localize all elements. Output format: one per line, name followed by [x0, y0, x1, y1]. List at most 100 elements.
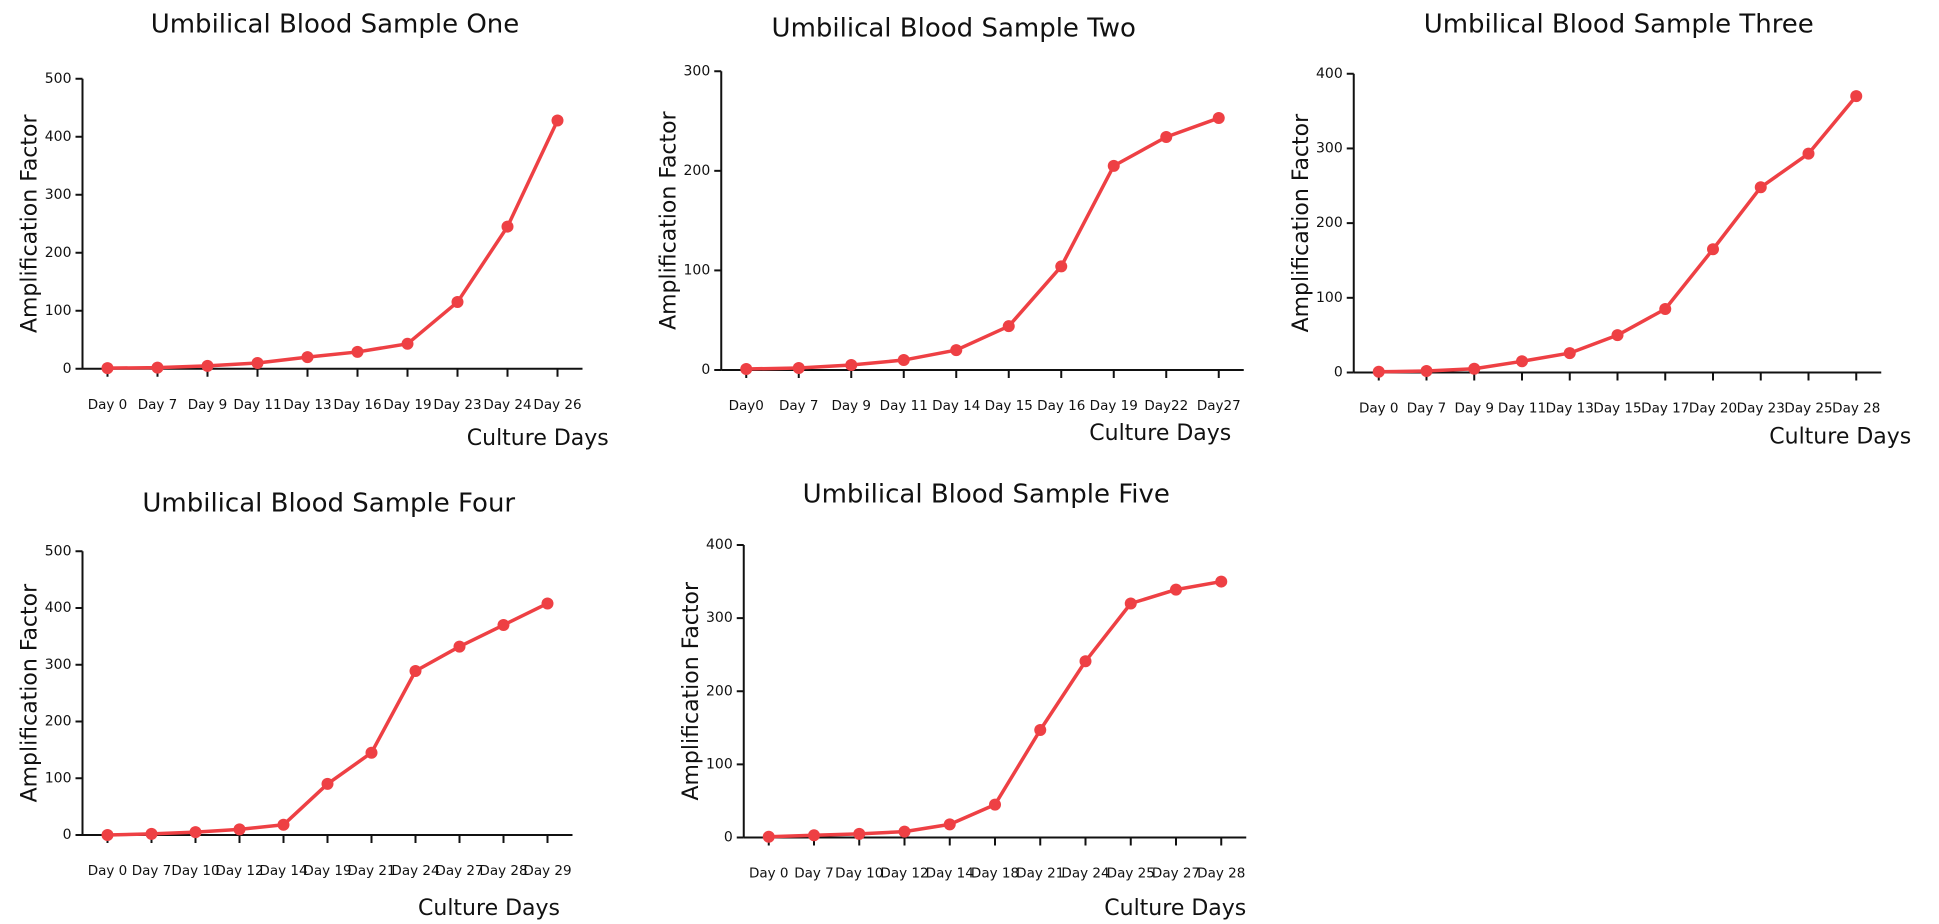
y-axis-label: Amplification Factor [679, 581, 704, 801]
x-tick-label: Day 15 [1593, 401, 1641, 417]
y-tick-label: 400 [706, 537, 733, 553]
data-point [1707, 243, 1719, 256]
data-point [740, 363, 753, 376]
y-tick-label: 100 [684, 262, 711, 278]
y-tick-label: 300 [684, 63, 711, 79]
x-tick-label: Day 9 [1454, 401, 1494, 417]
y-tick-label: 400 [45, 129, 72, 145]
data-point [792, 362, 805, 375]
y-tick-label: 100 [1316, 290, 1343, 306]
x-tick-label: Day 28 [1832, 401, 1880, 417]
y-tick-label: 100 [706, 756, 733, 772]
x-tick-label: Day 26 [533, 397, 581, 413]
series-line [107, 119, 560, 370]
x-tick-label: Day 11 [880, 398, 928, 414]
data-point [1372, 365, 1385, 378]
data-point [1212, 112, 1225, 125]
x-tick-label: Day 14 [259, 863, 307, 879]
data-point [497, 619, 510, 632]
y-tick-label: 0 [63, 361, 72, 377]
x-tick-label: Day 19 [1090, 398, 1138, 414]
x-tick-label: Day 25 [1107, 866, 1155, 882]
series-line [746, 116, 1220, 371]
data-point [351, 345, 364, 358]
x-tick-label: Day 23 [1737, 401, 1785, 417]
x-tick-label: Day 13 [283, 397, 331, 413]
y-tick-label: 200 [45, 245, 72, 261]
data-point [101, 829, 114, 841]
chart-title: Umbilical Blood Sample Five [803, 480, 1170, 510]
data-point [1802, 147, 1815, 160]
x-tick-label: Day 21 [1016, 866, 1064, 882]
data-point [1215, 575, 1228, 588]
data-point [950, 344, 963, 357]
data-point [501, 220, 514, 233]
data-point [1055, 260, 1068, 273]
x-tick-label: Day 27 [1152, 866, 1200, 882]
x-tick-label: Day 21 [347, 863, 395, 879]
y-tick-label: 300 [45, 187, 72, 203]
data-point [365, 746, 378, 759]
x-tick-label: Day 12 [880, 866, 928, 882]
x-tick-label: Day 9 [831, 398, 871, 414]
y-tick-label: 300 [706, 610, 733, 626]
data-point [1563, 347, 1576, 360]
data-point [943, 818, 956, 831]
y-tick-label: 500 [45, 71, 72, 87]
y-axis-label: Amplification Factor [18, 114, 43, 334]
x-tick-label: Day 24 [483, 397, 531, 413]
y-axis-label: Amplification Factor [656, 110, 681, 330]
y-tick-label: 0 [63, 827, 72, 843]
x-axis-label: Culture Days [418, 896, 560, 921]
data-point [541, 597, 554, 610]
y-tick-label: 200 [706, 683, 733, 699]
data-point [989, 798, 1001, 811]
x-tick-label: Day 7 [779, 398, 819, 414]
data-point [551, 114, 564, 127]
x-tick-label: Day 11 [1498, 401, 1546, 417]
x-tick-label: Day 10 [171, 863, 219, 879]
data-point [277, 818, 290, 831]
x-tick-label: Day 19 [383, 397, 431, 413]
data-point [1124, 597, 1137, 610]
y-tick-label: 100 [45, 303, 72, 319]
y-tick-label: 200 [684, 163, 711, 179]
x-tick-label: Day 19 [303, 863, 351, 879]
y-tick-label: 400 [45, 600, 72, 616]
data-point [1611, 329, 1624, 342]
x-tick-label: Day 24 [391, 863, 439, 879]
data-point [808, 829, 820, 842]
x-tick-label: Day 20 [1689, 401, 1737, 417]
x-tick-label: Day 7 [138, 397, 178, 413]
series-line [768, 579, 1222, 839]
x-tick-label: Day 12 [215, 863, 263, 879]
data-point [145, 827, 158, 840]
x-tick-label: Day 14 [926, 866, 974, 882]
data-point [897, 354, 910, 367]
data-point [845, 359, 858, 372]
data-point [1160, 130, 1173, 143]
x-tick-label: Day 13 [1546, 401, 1594, 417]
data-point [201, 359, 214, 372]
y-tick-label: 0 [701, 362, 710, 378]
chart-title: Umbilical Blood Sample Three [1424, 10, 1814, 40]
data-point [409, 664, 422, 677]
x-tick-label: Day 7 [794, 866, 834, 882]
data-point [1034, 724, 1047, 737]
x-tick-label: Day 0 [88, 863, 128, 879]
data-point [1850, 90, 1863, 103]
chart-title: Umbilical Blood Sample Four [142, 488, 515, 518]
y-tick-label: 200 [1316, 215, 1343, 231]
y-tick-label: 0 [724, 830, 733, 846]
data-point [453, 640, 466, 653]
chart-title: Umbilical Blood Sample One [151, 10, 520, 40]
x-tick-label: Day22 [1144, 398, 1188, 414]
data-point [1754, 181, 1767, 194]
data-point [1516, 355, 1528, 368]
x-tick-label: Day 18 [971, 866, 1019, 882]
x-tick-label: Day 16 [1037, 398, 1085, 414]
x-tick-label: Day 15 [985, 398, 1033, 414]
x-tick-label: Day 23 [433, 397, 481, 413]
data-point [151, 361, 164, 374]
x-tick-label: Day27 [1197, 398, 1241, 414]
